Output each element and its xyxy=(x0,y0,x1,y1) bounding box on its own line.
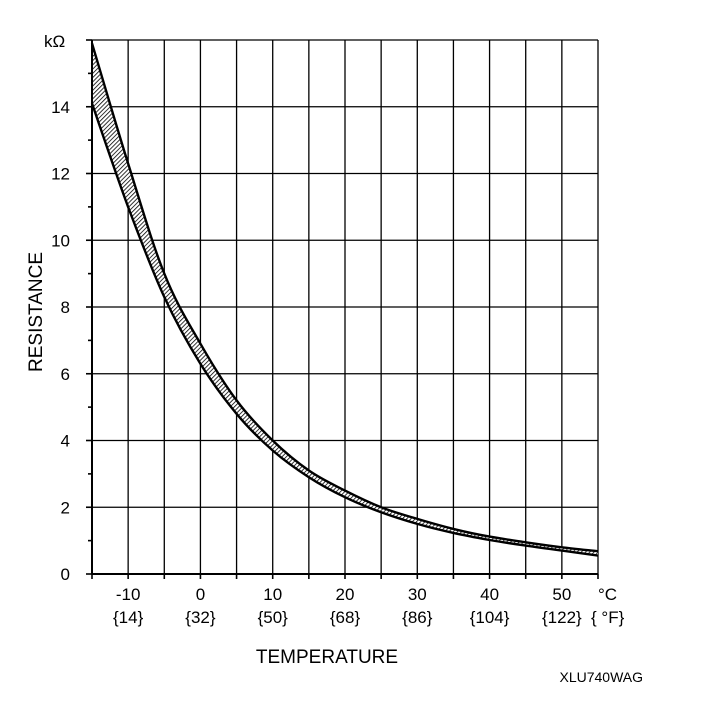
x-tick-label-fahrenheit: {104} xyxy=(470,608,510,627)
y-tick-label: 0 xyxy=(61,565,70,584)
x-tick-label-celsius: 30 xyxy=(408,585,427,604)
x-tick-label-fahrenheit: {14} xyxy=(113,608,144,627)
y-tick-label: 8 xyxy=(61,298,70,317)
series-line-upper xyxy=(90,42,599,553)
series-line-lower xyxy=(90,103,599,557)
x-tick-label-celsius: -10 xyxy=(116,585,141,604)
y-tick-label: 6 xyxy=(61,365,70,384)
x-tick-label-fahrenheit: {122} xyxy=(542,608,582,627)
y-tick-label: 12 xyxy=(51,165,70,184)
x-unit-celsius: °C xyxy=(598,585,617,604)
y-axis-title: RESISTANCE xyxy=(26,252,47,372)
x-axis-title: TEMPERATURE xyxy=(256,647,398,668)
label-layer: kΩ RESISTANCE TEMPERATURE °C { °F} XLU74… xyxy=(26,32,643,685)
grid-layer xyxy=(91,39,599,575)
y-tick-label: 14 xyxy=(51,98,70,117)
y-tick-label: 2 xyxy=(61,498,70,517)
x-tick-label-celsius: 10 xyxy=(263,585,282,604)
y-unit-label: kΩ xyxy=(44,32,65,51)
figure-code: XLU740WAG xyxy=(559,669,643,685)
x-tick-label-celsius: 50 xyxy=(552,585,571,604)
x-tick-label-fahrenheit: {50} xyxy=(258,608,289,627)
band-layer xyxy=(90,42,599,557)
x-unit-fahrenheit: { °F} xyxy=(591,608,625,627)
x-tick-label-celsius: 40 xyxy=(480,585,499,604)
x-tick-label-celsius: 0 xyxy=(196,585,205,604)
x-tick-label-celsius: 20 xyxy=(336,585,355,604)
axis-layer xyxy=(86,39,599,579)
x-tick-label-fahrenheit: {68} xyxy=(330,608,361,627)
y-tick-label: 10 xyxy=(51,231,70,250)
y-tick-label: 4 xyxy=(61,432,70,451)
x-tick-label-fahrenheit: {32} xyxy=(185,608,216,627)
x-tick-label-fahrenheit: {86} xyxy=(402,608,433,627)
